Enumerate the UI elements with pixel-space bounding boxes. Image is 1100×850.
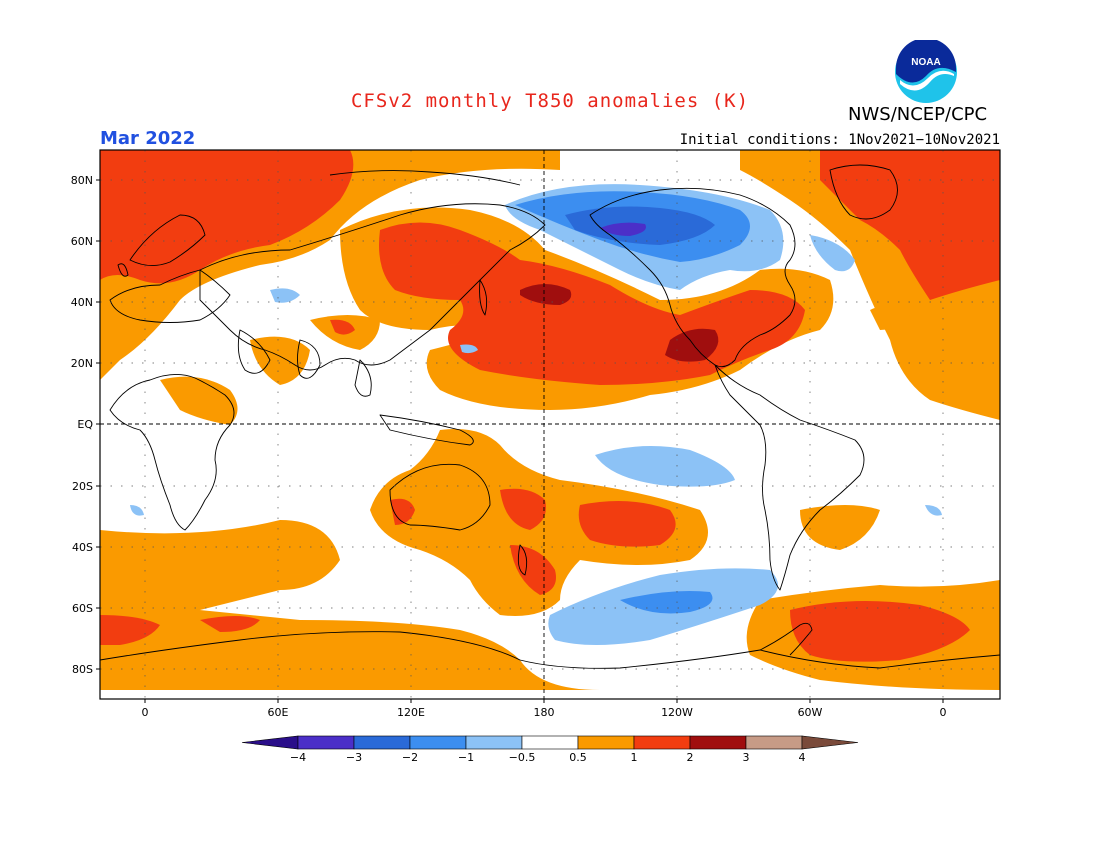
colorbar-tick-label: 3 <box>743 751 750 764</box>
colorbar-bin <box>409 735 467 750</box>
latitude-labels: 80N 60N 40N 20N EQ 20S 40S 60S 80S <box>71 174 100 676</box>
colorbar-tick-label: 0.5 <box>569 751 587 764</box>
lat-label: 60N <box>71 235 93 248</box>
anomaly-field <box>100 150 1000 699</box>
colorbar-bin <box>801 735 859 750</box>
longitude-labels: 0 60E 120E 180 120W 60W 0 <box>142 699 947 719</box>
colorbar-tick-label: −2 <box>402 751 418 764</box>
noaa-logo: NOAA <box>895 40 957 103</box>
lat-label: EQ <box>77 418 93 431</box>
colorbar-tick-label: −4 <box>290 751 306 764</box>
colorbar-bin <box>577 735 635 750</box>
colorbar-bin <box>521 735 579 750</box>
equator-dateline <box>100 150 1000 699</box>
agency-label: NWS/NCEP/CPC <box>848 104 988 125</box>
colorbar-bin <box>241 735 299 750</box>
lat-label: 20N <box>71 357 93 370</box>
colorbar-bin <box>745 735 803 750</box>
lat-label: 40S <box>72 541 93 554</box>
lat-label: 20S <box>72 480 93 493</box>
lon-label: 180 <box>534 706 555 719</box>
colorbar-bin <box>353 735 411 750</box>
lon-label: 120E <box>397 706 425 719</box>
lon-label: 0 <box>940 706 947 719</box>
coastlines <box>100 164 1000 669</box>
colorbar <box>241 735 859 750</box>
colorbar-tick-label: 1 <box>631 751 638 764</box>
colorbar-tick-label: 4 <box>799 751 806 764</box>
colorbar-tick-label: −1 <box>458 751 474 764</box>
colorbar-bin <box>689 735 747 750</box>
initial-conditions: Initial conditions: 1Nov2021−10Nov2021 <box>679 132 1000 148</box>
lon-label: 60E <box>268 706 289 719</box>
map-title: CFSv2 monthly T850 anomalies (K) <box>350 90 750 112</box>
lat-label: 80N <box>71 174 93 187</box>
lat-label: 40N <box>71 296 93 309</box>
colorbar-tick-label: 2 <box>687 751 694 764</box>
lon-label: 120W <box>661 706 693 719</box>
colorbar-tick-label: −0.5 <box>509 751 536 764</box>
lat-label: 60S <box>72 602 93 615</box>
lat-label: 80S <box>72 663 93 676</box>
colorbar-bin <box>465 735 523 750</box>
colorbar-bin <box>633 735 691 750</box>
graticule <box>100 150 1000 699</box>
forecast-period: Mar 2022 <box>100 128 196 149</box>
logo-text: NOAA <box>911 57 940 68</box>
colorbar-tick-label: −3 <box>346 751 362 764</box>
lon-label: 0 <box>142 706 149 719</box>
lon-label: 60W <box>798 706 823 719</box>
colorbar-bin <box>297 735 355 750</box>
colorbar-ticks: −4 −3 −2 −1 −0.5 0.5 1 2 3 4 <box>290 751 806 764</box>
